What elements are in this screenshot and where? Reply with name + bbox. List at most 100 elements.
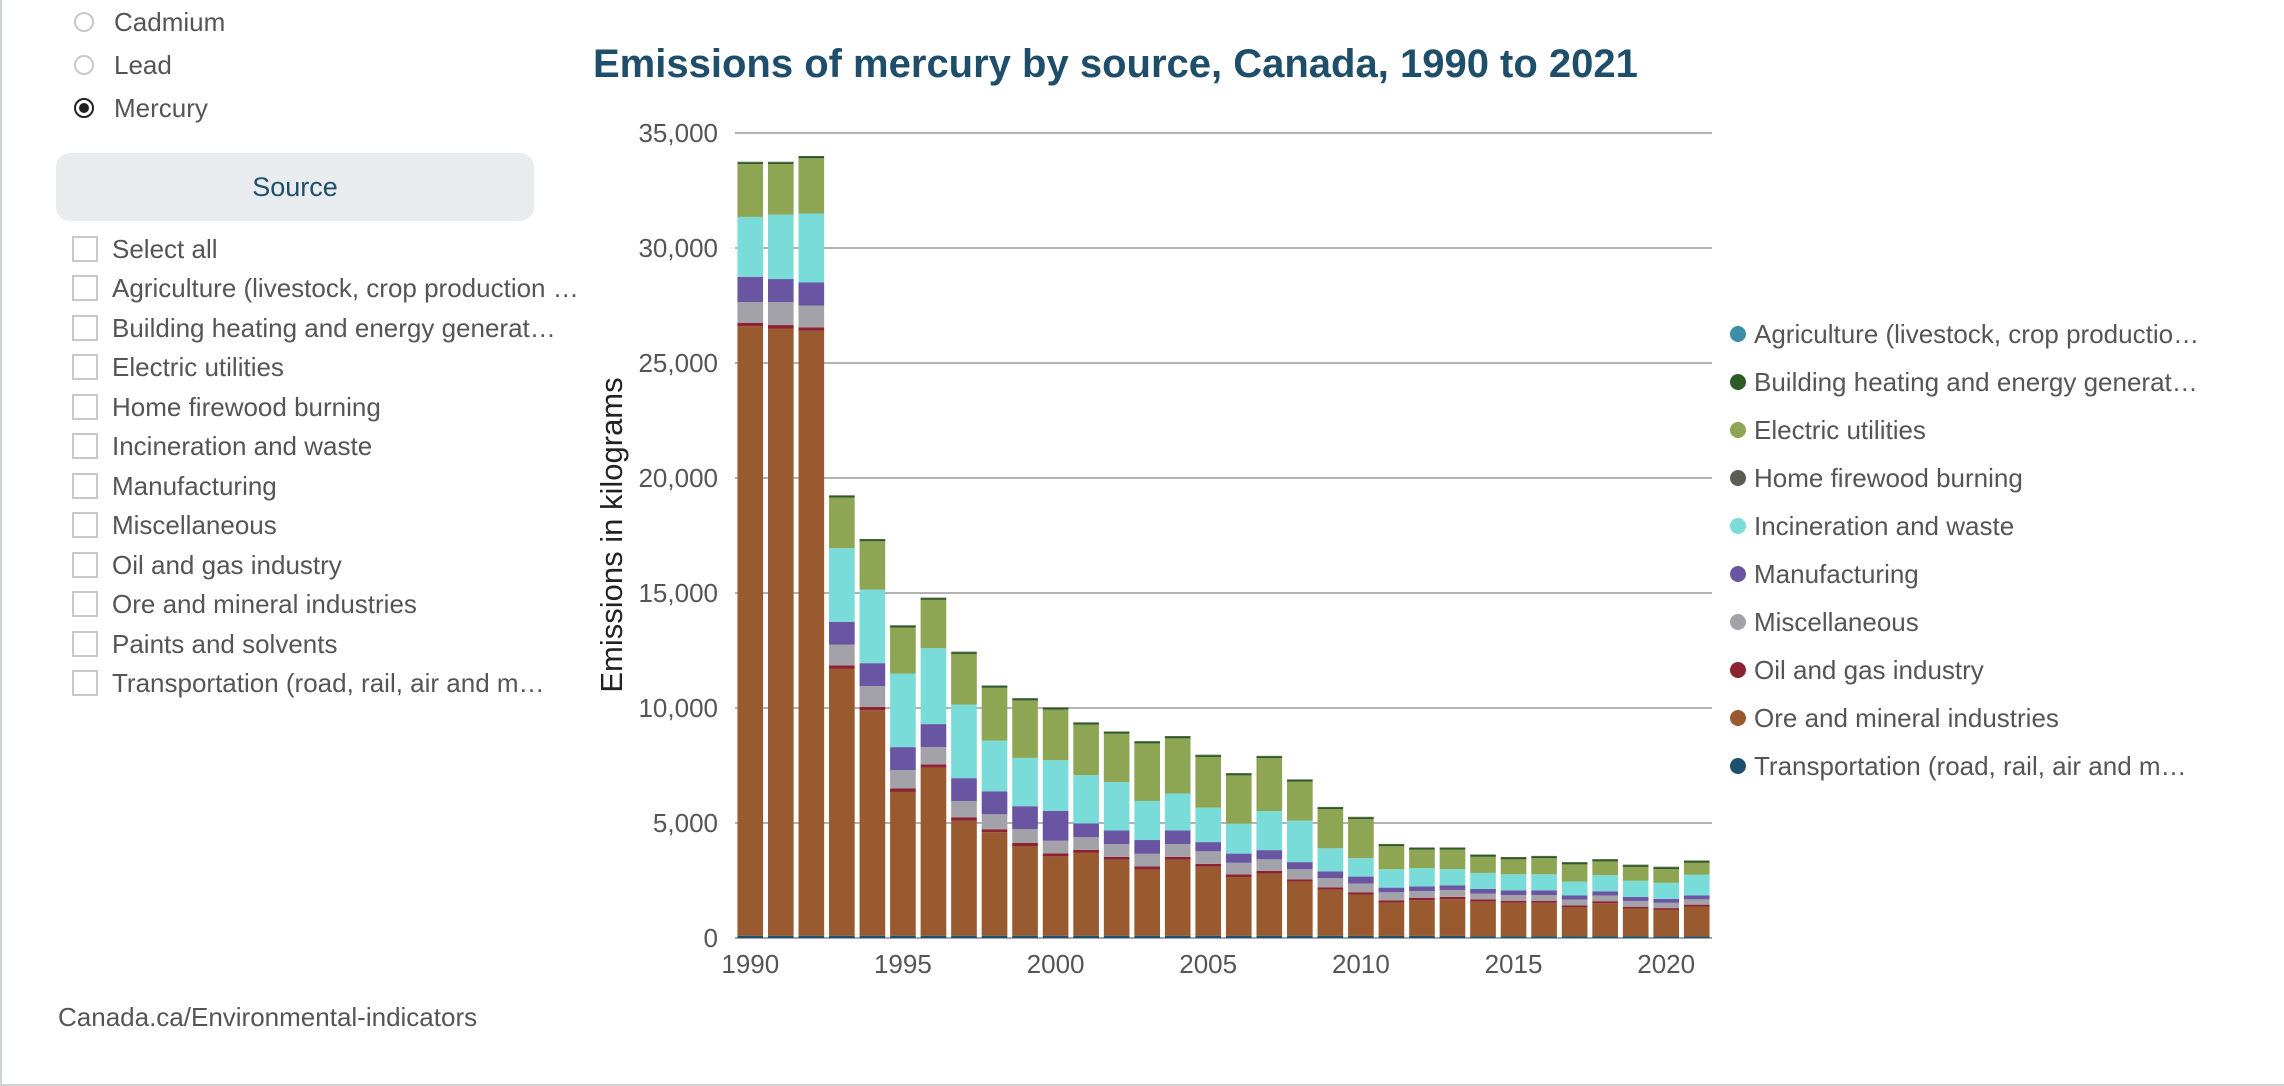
- bar-segment[interactable]: [1653, 908, 1680, 910]
- radio-button[interactable]: [74, 55, 94, 75]
- bar-segment[interactable]: [920, 597, 947, 599]
- bar-segment[interactable]: [1622, 880, 1649, 897]
- bar-segment[interactable]: [767, 325, 794, 329]
- bar-segment[interactable]: [829, 644, 855, 666]
- bar-segment[interactable]: [1683, 904, 1710, 907]
- bar-segment[interactable]: [798, 327, 825, 331]
- bar-segment[interactable]: [1470, 889, 1496, 894]
- bar-segment[interactable]: [1531, 900, 1557, 903]
- bar-segment[interactable]: [737, 322, 764, 327]
- bar-segment[interactable]: [1653, 869, 1680, 883]
- bar-segment[interactable]: [1683, 906, 1710, 937]
- checkbox-agriculture[interactable]: Agriculture (livestock, crop production …: [72, 270, 582, 306]
- bar-segment[interactable]: [1531, 894, 1557, 901]
- bar-segment[interactable]: [1042, 935, 1069, 938]
- checkbox-incineration[interactable]: Incineration and waste: [72, 428, 372, 464]
- bar-segment[interactable]: [1439, 849, 1466, 870]
- bar-segment[interactable]: [1439, 847, 1466, 850]
- bar-segment[interactable]: [737, 935, 764, 938]
- bar-segment[interactable]: [1683, 860, 1710, 861]
- bar-segment[interactable]: [1683, 895, 1710, 900]
- checkbox[interactable]: [72, 236, 98, 262]
- bar-segment[interactable]: [1439, 889, 1466, 897]
- bar-segment[interactable]: [1470, 901, 1496, 937]
- bar-segment[interactable]: [829, 495, 855, 496]
- bar-segment[interactable]: [1287, 781, 1313, 821]
- bar-segment[interactable]: [1317, 848, 1344, 872]
- bar-segment[interactable]: [859, 589, 886, 664]
- radio-option-lead[interactable]: Lead: [74, 45, 172, 85]
- bar-segment[interactable]: [1195, 754, 1222, 756]
- bar-segment[interactable]: [737, 216, 764, 277]
- bar-segment[interactable]: [1561, 936, 1588, 938]
- bar-segment[interactable]: [1073, 837, 1099, 850]
- bar-segment[interactable]: [1225, 853, 1252, 863]
- bar-segment[interactable]: [1134, 853, 1160, 867]
- bar-segment[interactable]: [1622, 908, 1649, 937]
- bar-segment[interactable]: [1500, 874, 1527, 891]
- bar-segment[interactable]: [1348, 816, 1374, 818]
- bar-segment[interactable]: [1409, 849, 1435, 869]
- bar-segment[interactable]: [1134, 935, 1160, 938]
- bar-segment[interactable]: [1012, 829, 1038, 844]
- bar-segment[interactable]: [798, 213, 825, 283]
- bar-segment[interactable]: [1164, 844, 1191, 857]
- bar-segment[interactable]: [1134, 800, 1160, 841]
- legend-item-manufacturing[interactable]: Manufacturing: [1730, 557, 1919, 591]
- bar-segment[interactable]: [1134, 840, 1160, 854]
- bar-segment[interactable]: [1164, 793, 1191, 831]
- bar-segment[interactable]: [920, 767, 947, 936]
- bar-segment[interactable]: [767, 302, 794, 326]
- bar-segment[interactable]: [829, 621, 855, 645]
- bar-segment[interactable]: [1592, 859, 1618, 860]
- checkbox-manufacturing[interactable]: Manufacturing: [72, 468, 277, 504]
- bar-segment[interactable]: [1256, 811, 1283, 851]
- bar-segment[interactable]: [1287, 869, 1313, 880]
- bar-segment[interactable]: [1561, 862, 1588, 863]
- bar-segment[interactable]: [1378, 900, 1405, 903]
- bar-segment[interactable]: [1012, 843, 1038, 846]
- bar-segment[interactable]: [920, 598, 947, 600]
- bar-segment[interactable]: [829, 665, 855, 669]
- bar-segment[interactable]: [951, 653, 977, 705]
- bar-segment[interactable]: [1622, 900, 1649, 907]
- bar-segment[interactable]: [1378, 902, 1405, 936]
- bar-segment[interactable]: [859, 935, 886, 938]
- bar-segment[interactable]: [829, 548, 855, 622]
- bar-segment[interactable]: [767, 162, 794, 165]
- bar-segment[interactable]: [1531, 858, 1557, 875]
- bar-segment[interactable]: [737, 164, 764, 217]
- bar-segment[interactable]: [1683, 936, 1710, 938]
- bar-segment[interactable]: [1500, 857, 1527, 860]
- bar-segment[interactable]: [1561, 899, 1588, 906]
- bar-segment[interactable]: [767, 214, 794, 280]
- bar-segment[interactable]: [951, 820, 977, 936]
- bar-segment[interactable]: [1103, 731, 1130, 732]
- checkbox[interactable]: [72, 315, 98, 341]
- bar-segment[interactable]: [1470, 854, 1496, 857]
- bar-segment[interactable]: [1378, 843, 1405, 845]
- bar-segment[interactable]: [1500, 902, 1527, 937]
- legend-item-building-heating[interactable]: Building heating and energy generation: [1730, 365, 2202, 399]
- bar-segment[interactable]: [951, 778, 977, 802]
- bar-segment[interactable]: [737, 276, 764, 303]
- bar-segment[interactable]: [920, 724, 947, 748]
- bar-segment[interactable]: [1409, 868, 1435, 887]
- bar-segment[interactable]: [1073, 935, 1099, 938]
- bar-segment[interactable]: [767, 164, 794, 215]
- bar-segment[interactable]: [1348, 883, 1374, 893]
- bar-segment[interactable]: [1500, 890, 1527, 895]
- bar-segment[interactable]: [1073, 823, 1099, 838]
- bar-segment[interactable]: [1103, 731, 1130, 734]
- bar-segment[interactable]: [1042, 709, 1069, 761]
- bar-segment[interactable]: [1134, 743, 1160, 801]
- bar-segment[interactable]: [1164, 935, 1191, 938]
- checkbox[interactable]: [72, 552, 98, 578]
- bar-segment[interactable]: [1195, 866, 1222, 936]
- bar-segment[interactable]: [1256, 935, 1283, 938]
- bar-segment[interactable]: [1470, 872, 1496, 890]
- bar-segment[interactable]: [1256, 870, 1283, 874]
- bar-segment[interactable]: [1256, 873, 1283, 936]
- bar-segment[interactable]: [1348, 819, 1374, 859]
- bar-segment[interactable]: [981, 687, 1008, 741]
